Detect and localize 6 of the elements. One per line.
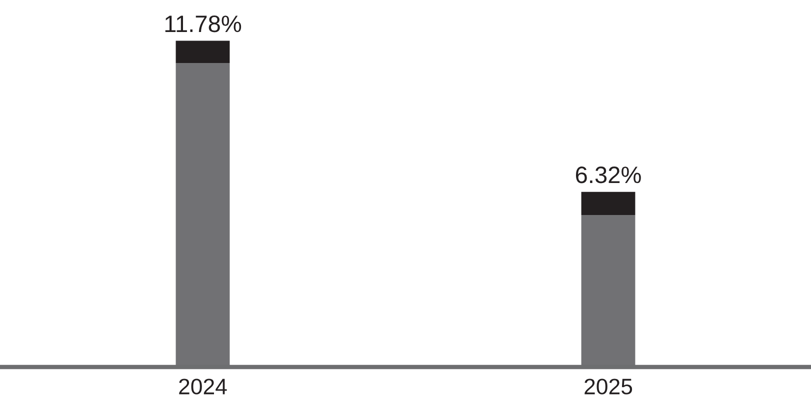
annotation: 6.32%: [576, 166, 641, 184]
x-tick-label: 2025: [584, 378, 632, 394]
bar: [581, 192, 636, 215]
annotation: 11.78%: [165, 15, 242, 32]
x-tick-label: 2024: [179, 378, 227, 394]
bar: [176, 40, 230, 63]
